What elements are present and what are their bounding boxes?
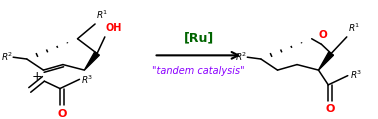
Text: +: +	[31, 70, 42, 83]
Text: $\mathit{R}^1$: $\mathit{R}^1$	[96, 9, 108, 21]
Text: "tandem catalysis": "tandem catalysis"	[152, 66, 245, 76]
Text: O: O	[319, 30, 328, 40]
Text: O: O	[325, 104, 335, 114]
Text: [Ru]: [Ru]	[183, 31, 214, 44]
Polygon shape	[319, 52, 333, 70]
Polygon shape	[84, 52, 99, 70]
Text: O: O	[57, 109, 67, 119]
Text: $\mathit{R}^3$: $\mathit{R}^3$	[81, 73, 94, 86]
Text: $\mathit{R}^2$: $\mathit{R}^2$	[1, 51, 13, 63]
Text: $\mathit{R}^1$: $\mathit{R}^1$	[348, 22, 360, 34]
Text: $\mathit{R}^2$: $\mathit{R}^2$	[235, 51, 247, 63]
Text: $\mathit{R}^3$: $\mathit{R}^3$	[350, 69, 362, 81]
Text: OH: OH	[106, 23, 122, 33]
